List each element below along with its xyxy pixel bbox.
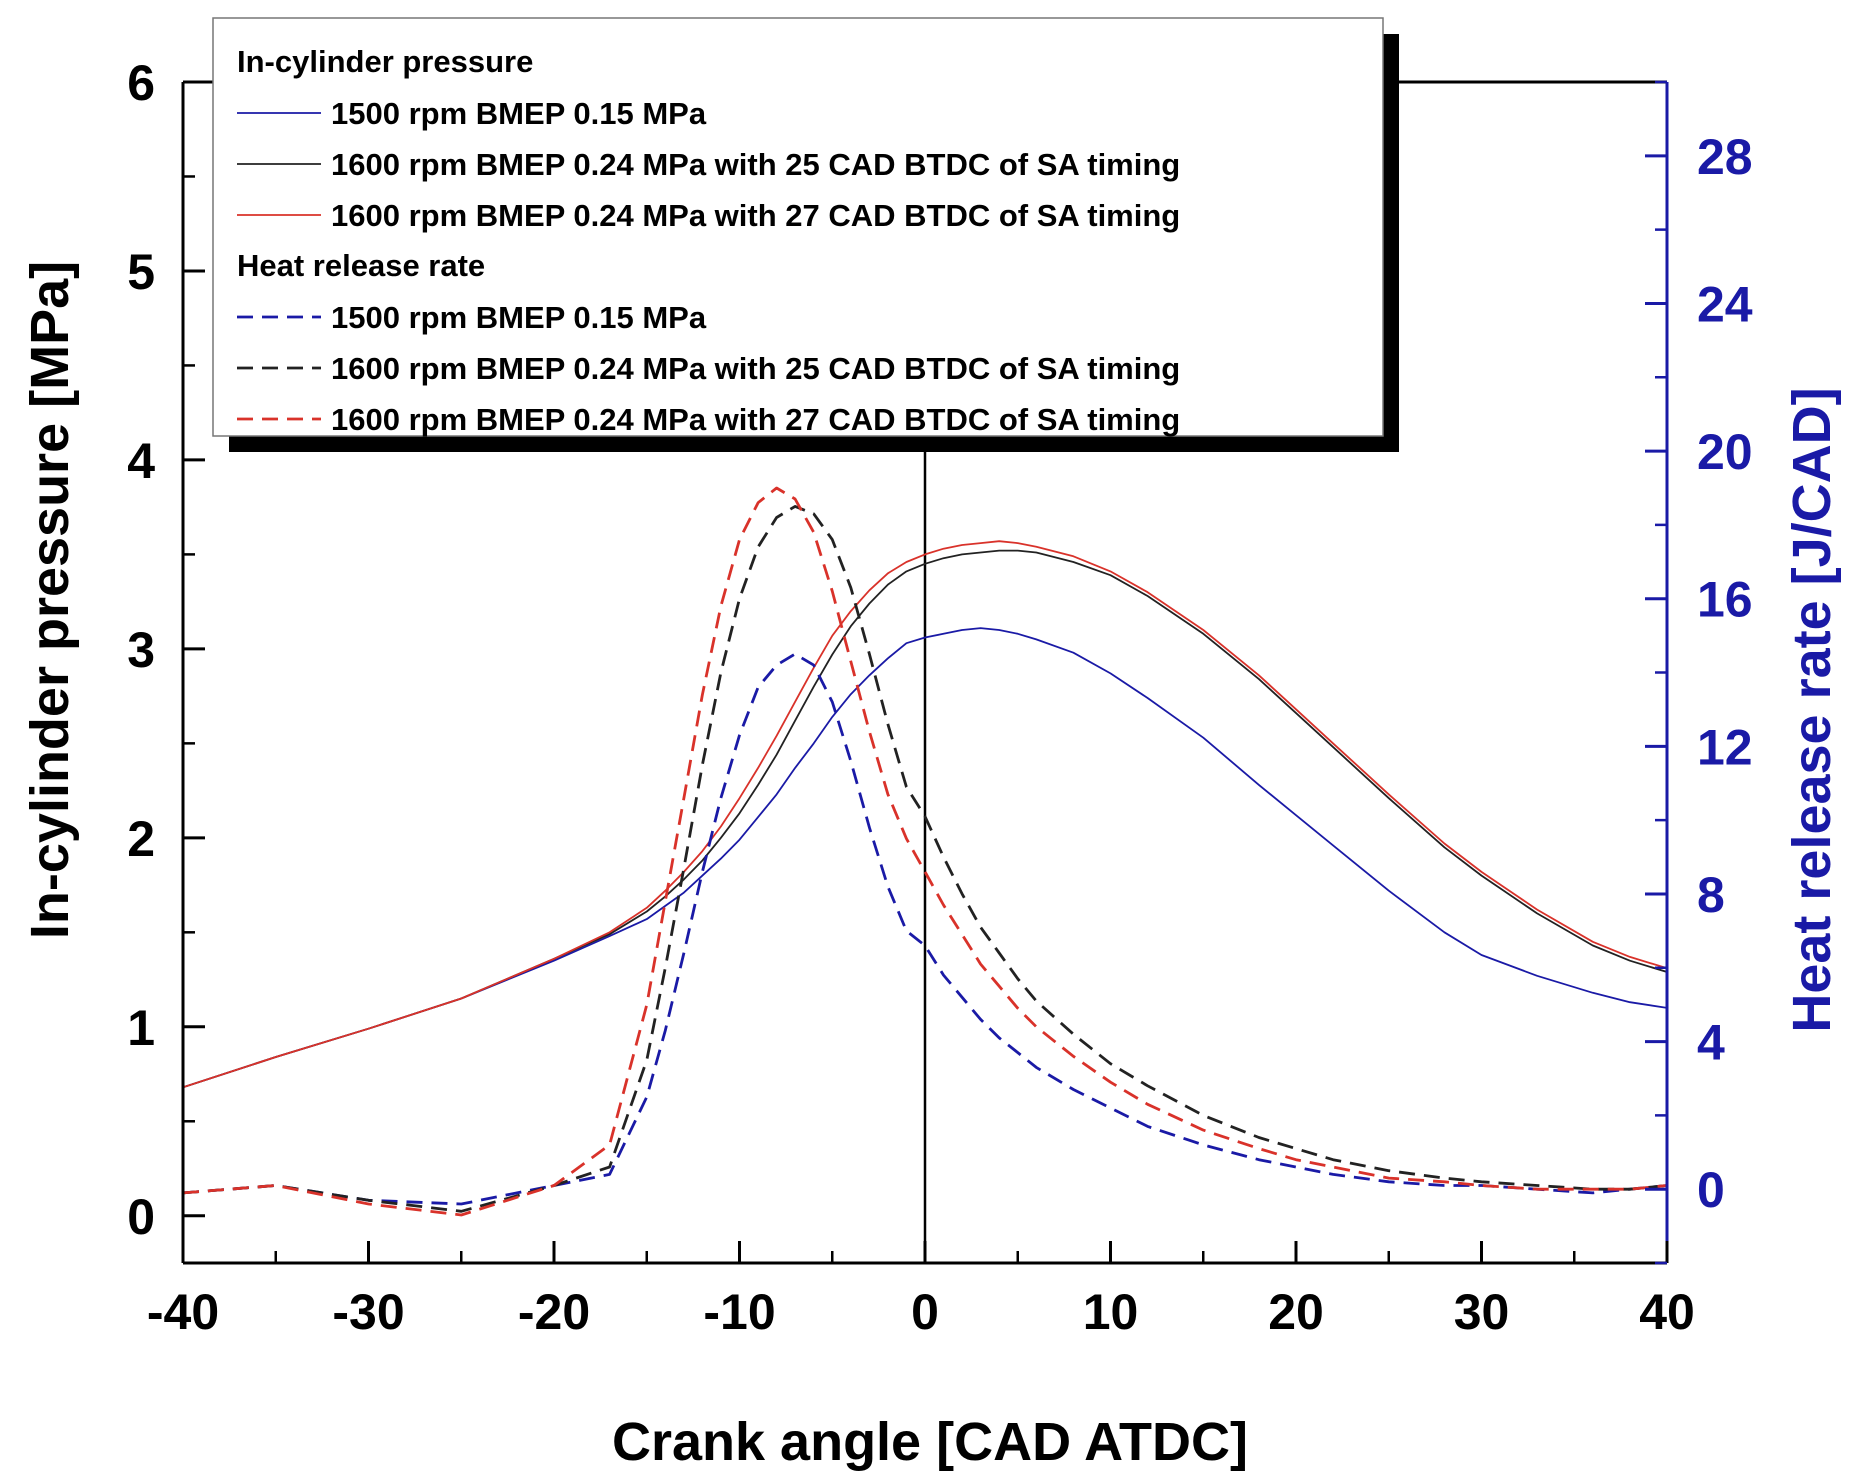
series-group xyxy=(183,486,1667,1217)
y2-tick-label: 24 xyxy=(1697,276,1753,332)
legend-group-heading: In-cylinder pressure xyxy=(237,44,533,79)
x-tick-label: -20 xyxy=(518,1284,590,1340)
y2-tick-label: 0 xyxy=(1697,1162,1725,1218)
y2-tick-label: 8 xyxy=(1697,867,1725,923)
x-tick-label: -10 xyxy=(703,1284,775,1340)
x-tick-label: 10 xyxy=(1083,1284,1139,1340)
legend-entry-label: 1500 rpm BMEP 0.15 MPa xyxy=(331,96,707,131)
y2-tick-label: 16 xyxy=(1697,572,1753,628)
legend-entry-label: 1600 rpm BMEP 0.24 MPa with 25 CAD BTDC … xyxy=(331,147,1180,182)
y2-tick-label: 20 xyxy=(1697,424,1753,480)
legend-entry-label: 1600 rpm BMEP 0.24 MPa with 25 CAD BTDC … xyxy=(331,351,1180,386)
series-line-hrr-black xyxy=(183,504,1667,1213)
series-line-hrr-red xyxy=(183,486,1667,1217)
series-line-hrr-blue xyxy=(183,652,1667,1206)
y-tick-label: 0 xyxy=(127,1189,155,1245)
legend-entry-label: 1600 rpm BMEP 0.24 MPa with 27 CAD BTDC … xyxy=(331,402,1180,437)
x-tick-label: 30 xyxy=(1454,1284,1510,1340)
y2-tick-label: 28 xyxy=(1697,129,1753,185)
legend-entry-label: 1600 rpm BMEP 0.24 MPa with 27 CAD BTDC … xyxy=(331,198,1180,233)
x-tick-label: 0 xyxy=(911,1284,939,1340)
y2-axis-title: Heat release rate [J/CAD] xyxy=(1782,387,1842,1032)
x-tick-label: 20 xyxy=(1268,1284,1324,1340)
x-tick-label: -30 xyxy=(332,1284,404,1340)
y-tick-label: 6 xyxy=(127,55,155,111)
y-tick-label: 4 xyxy=(127,433,155,489)
y-tick-label: 1 xyxy=(127,1000,155,1056)
series-line-pressure-red xyxy=(183,540,1667,1089)
x-tick-label: 40 xyxy=(1639,1284,1695,1340)
x-tick-label: -40 xyxy=(147,1284,219,1340)
y-tick-label: 2 xyxy=(127,811,155,867)
x-axis-title: Crank angle [CAD ATDC] xyxy=(612,1412,1248,1472)
y-axis-title: In-cylinder pressure [MPa] xyxy=(20,261,80,939)
series-line-pressure-black xyxy=(183,549,1667,1089)
axes-group: -40 -30 -20 -10 0 10 20 30 400123456048121620242… xyxy=(127,55,1753,1340)
y2-tick-label: 4 xyxy=(1697,1015,1725,1071)
series-line-pressure-blue xyxy=(183,627,1667,1089)
legend-entry-label: 1500 rpm BMEP 0.15 MPa xyxy=(331,300,707,335)
y2-tick-label: 12 xyxy=(1697,719,1753,775)
y-tick-label: 3 xyxy=(127,622,155,678)
legend-box xyxy=(212,17,1384,437)
legend-group-heading: Heat release rate xyxy=(237,248,485,283)
legend: In-cylinder pressure 1500 rpm BMEP 0.15 M… xyxy=(212,17,1399,452)
y-tick-label: 5 xyxy=(127,244,155,300)
